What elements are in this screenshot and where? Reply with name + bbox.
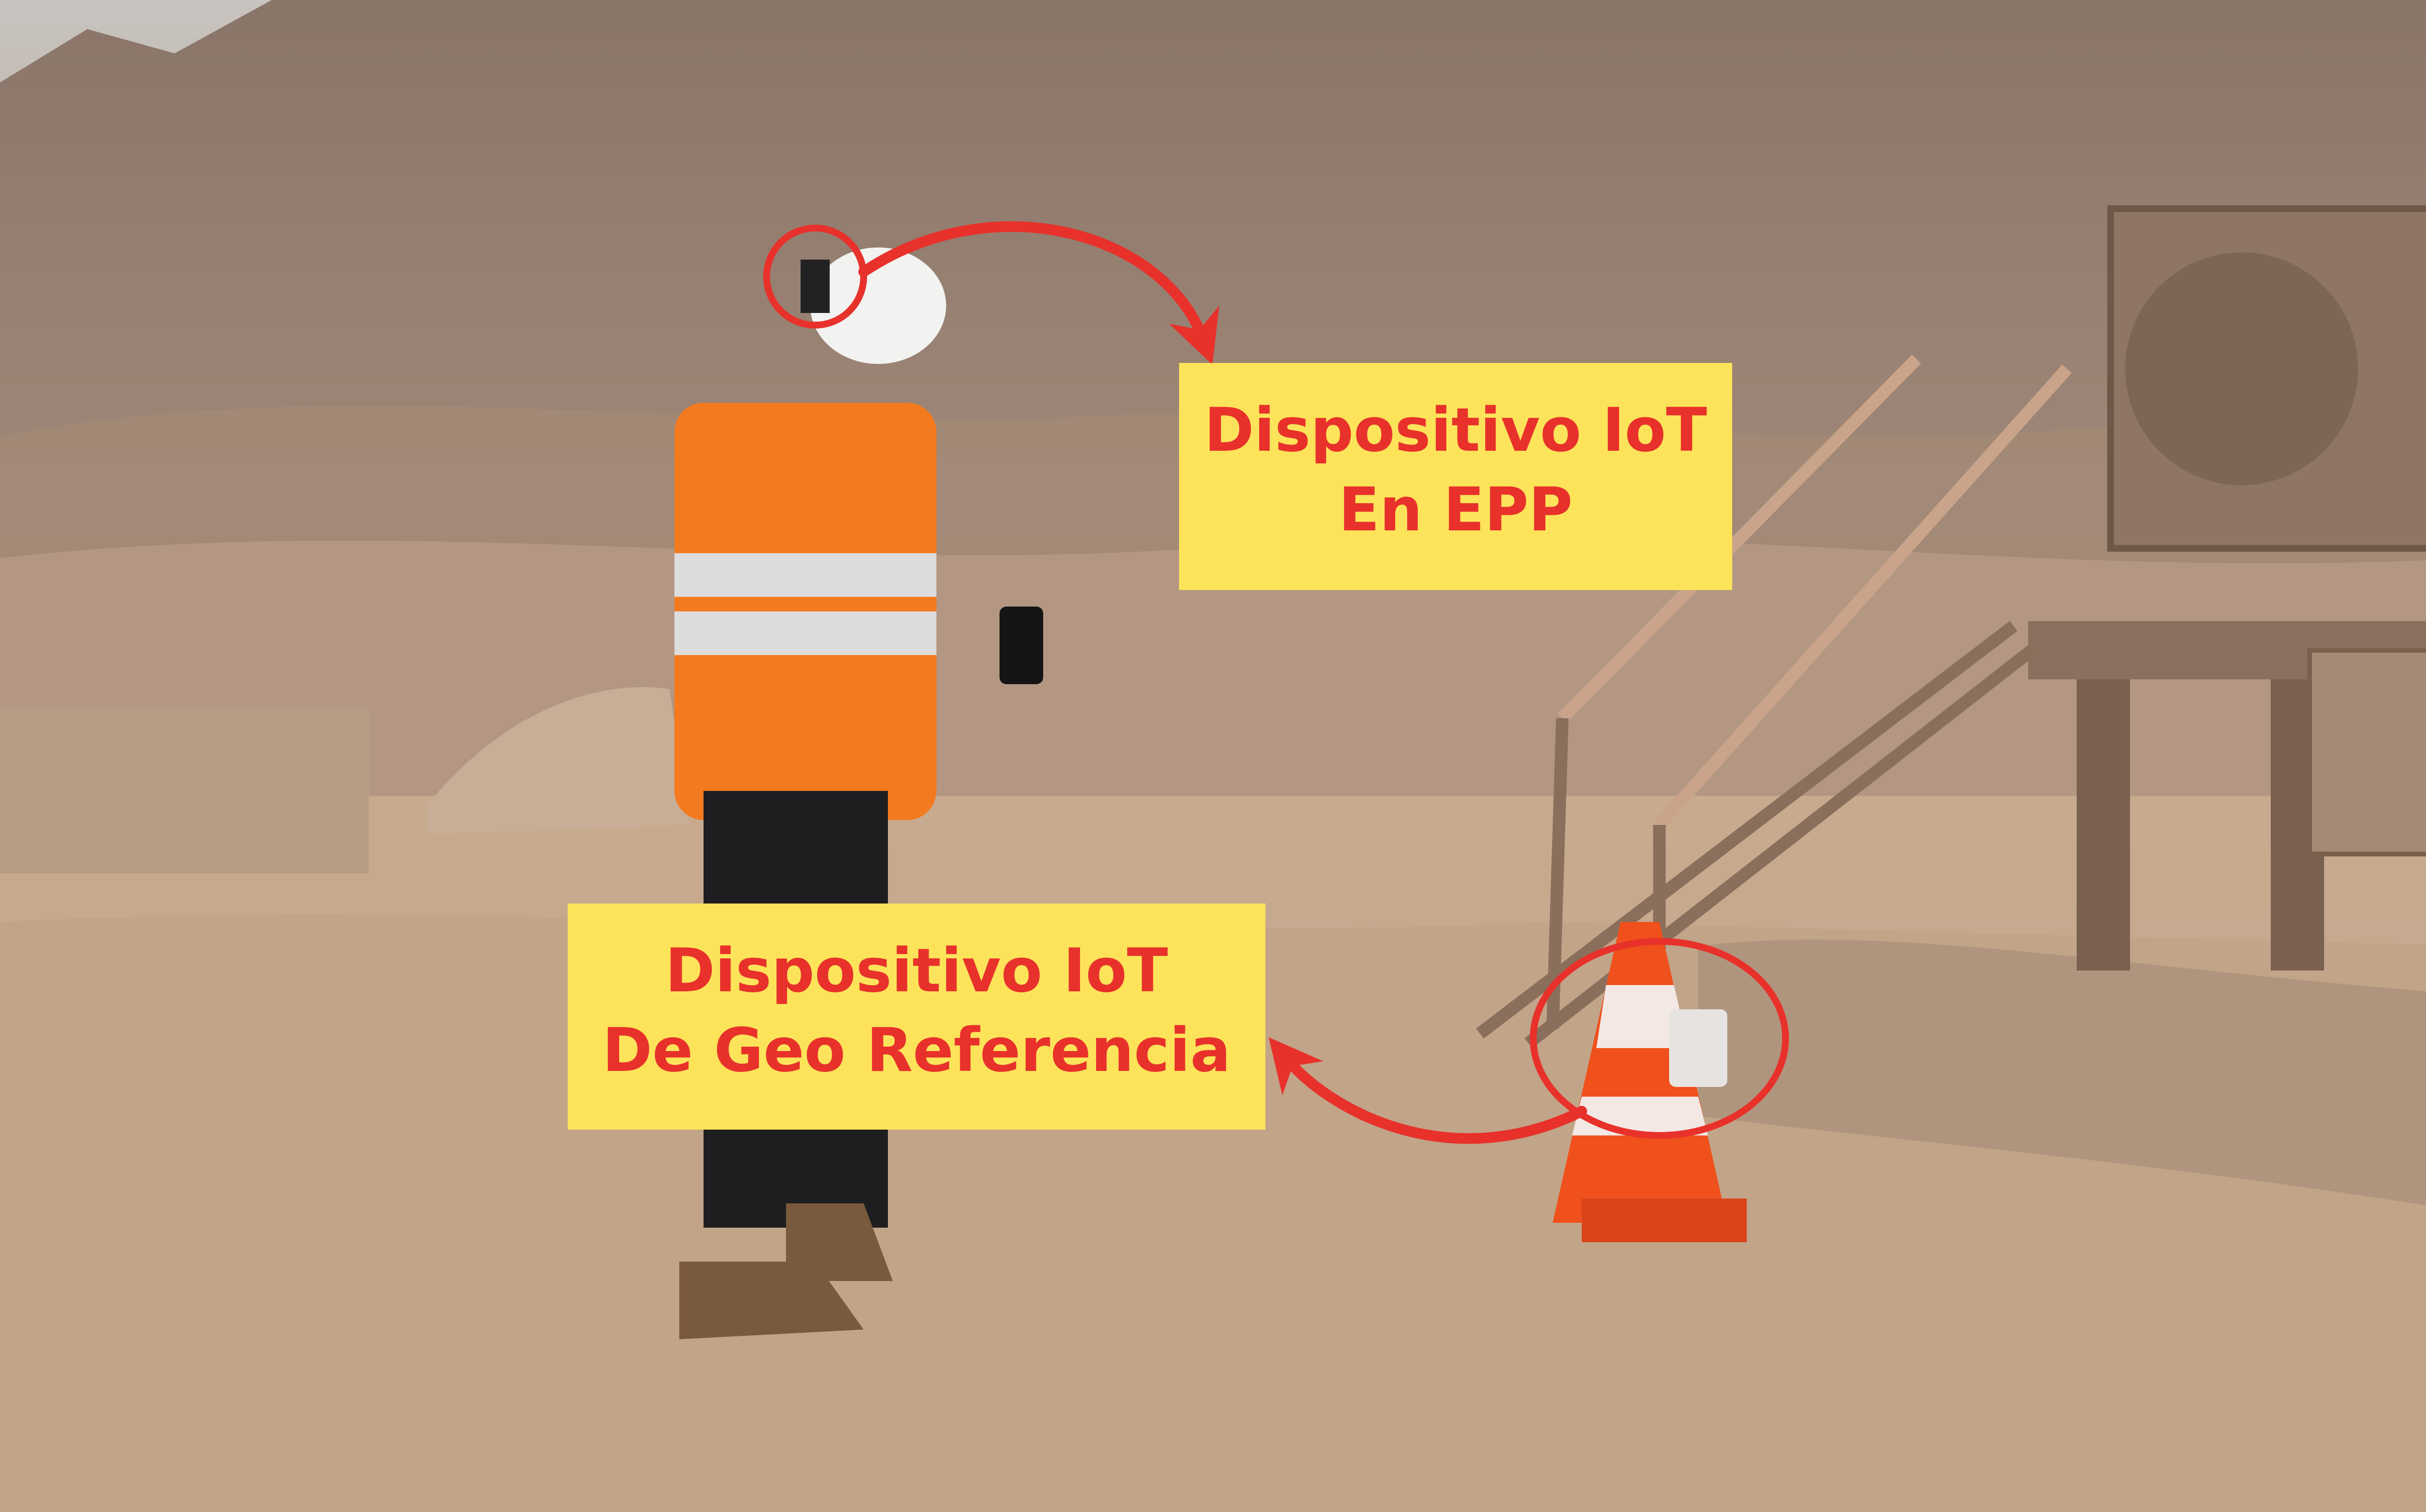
callout-geo-line2: De Geo Referencia	[602, 1015, 1231, 1085]
hard-hat	[810, 247, 946, 364]
cone-highlight-circle	[1530, 938, 1789, 1139]
sand-barrier	[0, 708, 369, 873]
smartphone	[1000, 607, 1043, 684]
boot	[786, 1203, 893, 1281]
worker	[674, 247, 1043, 1339]
gravel-pile	[1698, 939, 2426, 1206]
callout-epp-line1: Dispositivo IoT	[1204, 395, 1707, 465]
curved-arrow-to-epp	[858, 221, 1219, 365]
callout-epp-line2: En EPP	[1338, 475, 1573, 545]
callout-epp-device: Dispositivo IoT En EPP	[1179, 363, 1732, 590]
curved-arrow-to-geo	[1268, 1037, 1587, 1144]
sand-pile	[427, 687, 689, 835]
helmet-iot-device	[801, 260, 830, 313]
callout-geo-line1: Dispositivo IoT	[665, 936, 1168, 1006]
crusher-machine	[2028, 205, 2426, 970]
metal-stairs	[1476, 354, 2072, 1049]
callout-geo-device: Dispositivo IoT De Geo Referencia	[568, 904, 1265, 1130]
cone-iot-device	[1669, 1009, 1727, 1087]
